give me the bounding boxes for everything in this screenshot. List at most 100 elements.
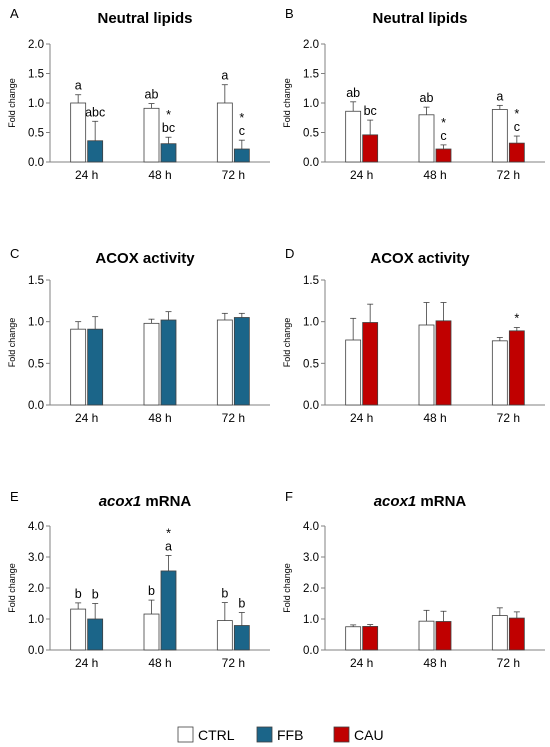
y-tick-label: 1.5	[28, 69, 44, 81]
x-tick-label: 72 h	[497, 656, 520, 670]
significance-label: bc	[162, 121, 175, 135]
bar-ctrl	[70, 102, 87, 163]
legend-swatch-ctrl	[177, 726, 194, 743]
bar-ctrl	[143, 107, 160, 163]
y-tick-label: 0.0	[303, 645, 319, 657]
significance-label: a	[221, 69, 228, 83]
chart-panels: A Neutral lipids Fold change 0.0 0.5 1.0 1.5 2.…	[7, 6, 545, 670]
panel-title: Neutral lipids	[372, 10, 467, 27]
panel-letter: D	[285, 246, 294, 261]
significance-label: ab	[145, 88, 159, 102]
significance-label: *	[239, 111, 244, 125]
y-tick-label: 2.0	[28, 583, 44, 595]
y-axis-label: Fold change	[7, 78, 17, 128]
significance-label: b	[75, 587, 82, 601]
x-tick-label: 48 h	[423, 411, 446, 425]
y-tick-label: 4.0	[28, 521, 44, 533]
panel-title: Neutral lipids	[97, 10, 192, 27]
y-axis-label: Fold change	[7, 563, 17, 613]
y-axis-label: Fold change	[7, 318, 17, 368]
x-tick-label: 72 h	[222, 656, 245, 670]
significance-label: ab	[420, 91, 434, 105]
y-tick-label: 1.5	[303, 275, 319, 287]
bar-ctrl	[345, 626, 362, 651]
panel-letter: E	[10, 489, 19, 504]
y-tick-label: 0.5	[28, 128, 44, 140]
bar-ctrl	[491, 109, 508, 163]
bar-ffb	[160, 570, 177, 651]
bar-ctrl	[418, 114, 435, 163]
significance-label: *	[166, 108, 171, 122]
legend-label-ctrl: CTRL	[198, 727, 235, 743]
bar-cau	[435, 621, 452, 651]
bar-ffb	[160, 319, 177, 406]
panel-title: ACOX activity	[370, 250, 470, 267]
y-tick-label: 2.0	[28, 39, 44, 51]
bar-ctrl	[345, 339, 362, 406]
x-tick-label: 48 h	[148, 411, 171, 425]
bar-cau	[435, 320, 452, 406]
significance-label: bc	[364, 104, 377, 118]
bar-ctrl	[216, 102, 233, 163]
bar-cau	[508, 330, 525, 406]
significance-label: a	[496, 89, 503, 103]
y-tick-label: 1.0	[28, 98, 44, 110]
bar-ffb	[160, 143, 177, 163]
bar-ctrl	[418, 620, 435, 651]
x-tick-label: 24 h	[75, 656, 98, 670]
y-tick-label: 1.5	[303, 69, 319, 81]
bar-cau	[508, 617, 525, 651]
panel-letter: F	[285, 489, 293, 504]
bar-ctrl	[216, 620, 233, 651]
significance-label: b	[238, 596, 245, 610]
x-tick-label: 48 h	[423, 656, 446, 670]
y-tick-label: 1.0	[303, 614, 319, 626]
y-tick-label: 0.5	[303, 128, 319, 140]
significance-label: c	[440, 129, 446, 143]
y-tick-label: 0.0	[28, 645, 44, 657]
panel-b: B Neutral lipids Fold change 0.0 0.5 1.0 1.5 2.…	[282, 6, 545, 182]
bar-cau	[362, 322, 379, 406]
y-tick-label: 0.0	[28, 400, 44, 412]
y-axis-label: Fold change	[282, 563, 292, 613]
panel-letter: A	[10, 6, 19, 21]
panel-title: ACOX activity	[95, 250, 195, 267]
bar-ffb	[87, 618, 104, 651]
x-tick-label: 48 h	[148, 656, 171, 670]
panel-letter: B	[285, 6, 294, 21]
bar-cau	[362, 134, 379, 163]
legend-label-cau: CAU	[354, 727, 384, 743]
significance-label: b	[148, 584, 155, 598]
x-tick-label: 24 h	[350, 411, 373, 425]
y-tick-label: 0.5	[28, 358, 44, 370]
bar-ctrl	[491, 615, 508, 651]
bar-ffb	[87, 140, 104, 163]
bar-ffb	[87, 328, 104, 406]
legend-swatch-ffb	[256, 726, 273, 743]
panel-c: C ACOX activity Fold change 0.0 0.5 1.0 1.5 24 …	[7, 246, 270, 425]
panel-title: acox1 mRNA	[374, 493, 467, 510]
x-tick-label: 72 h	[222, 168, 245, 182]
bar-cau	[508, 142, 525, 163]
x-tick-label: 24 h	[350, 168, 373, 182]
y-tick-label: 0.0	[28, 157, 44, 169]
y-tick-label: 2.0	[303, 39, 319, 51]
y-tick-label: 4.0	[303, 521, 319, 533]
y-tick-label: 0.0	[303, 157, 319, 169]
y-axis-label: Fold change	[282, 318, 292, 368]
bar-ctrl	[418, 324, 435, 406]
y-axis-label: Fold change	[282, 78, 292, 128]
bar-ffb	[233, 317, 250, 406]
legend: CTRL FFB CAU	[177, 726, 384, 743]
significance-label: *	[166, 526, 171, 540]
x-tick-label: 24 h	[75, 411, 98, 425]
y-tick-label: 3.0	[28, 552, 44, 564]
panel-letter: C	[10, 246, 19, 261]
significance-label: *	[514, 107, 519, 121]
bar-ctrl	[143, 613, 160, 651]
y-tick-label: 1.0	[28, 614, 44, 626]
bar-ffb	[233, 148, 250, 163]
